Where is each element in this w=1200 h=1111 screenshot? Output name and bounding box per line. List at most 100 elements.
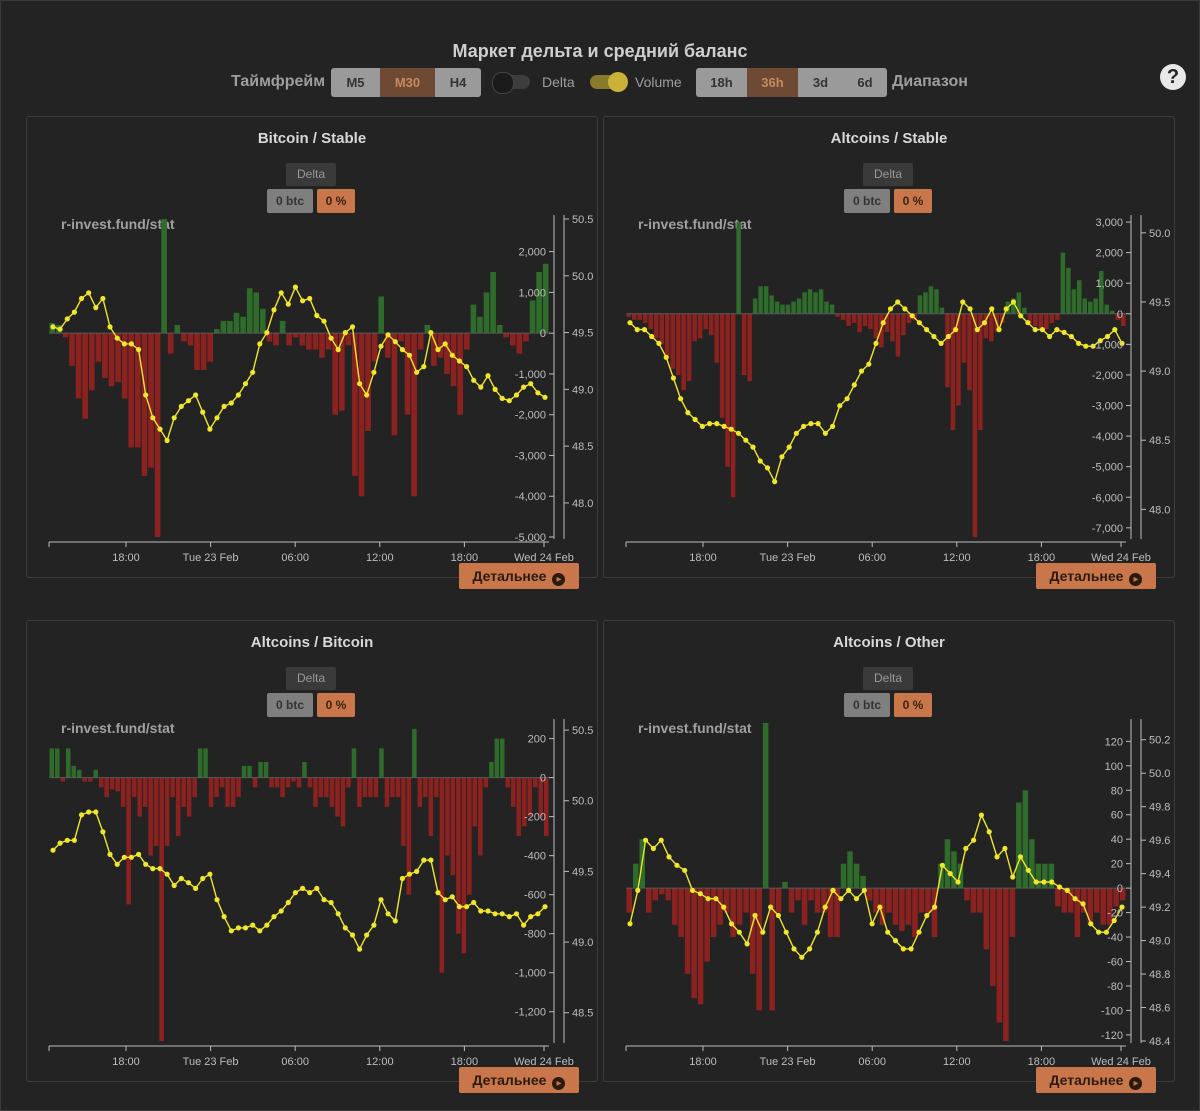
question-circle-icon[interactable]: ? [1160, 64, 1186, 90]
balance-point [744, 941, 750, 947]
balance-point [107, 851, 113, 857]
bar [260, 308, 266, 334]
details-button[interactable]: Детальнее ▸ [1036, 1067, 1156, 1093]
bar [280, 777, 285, 798]
delta-tag[interactable]: Delta [863, 667, 913, 690]
balance-point [939, 862, 945, 868]
bar [983, 888, 990, 950]
balance-point [760, 929, 766, 935]
bar [646, 888, 652, 913]
toggle-knob [492, 72, 514, 94]
balance-point [71, 309, 77, 315]
balance-point [938, 340, 944, 346]
bar [796, 298, 802, 314]
balance-point [78, 295, 85, 302]
chart-title: Altcoins / Stable [830, 130, 948, 147]
balance-point [371, 922, 377, 928]
bar [762, 723, 769, 889]
bar [912, 888, 918, 937]
bar [200, 333, 207, 370]
balance-point [627, 320, 633, 326]
range-option-18h[interactable]: 18h [696, 68, 747, 97]
bar-axis-label: 0 [540, 328, 546, 340]
bar [368, 777, 373, 798]
bar [1082, 298, 1087, 314]
balance-point [1111, 917, 1117, 924]
balance-point [200, 875, 206, 882]
bar [1035, 863, 1042, 889]
bar [428, 777, 434, 837]
balance-point [932, 904, 938, 910]
balance-point [892, 938, 899, 944]
balance-point [506, 914, 512, 920]
bar [274, 777, 280, 788]
chart-title: Bitcoin / Stable [257, 130, 367, 147]
range-option-3d[interactable]: 3d [798, 68, 843, 97]
balance-point [214, 415, 220, 421]
x-tick-label: 06:00 [281, 552, 309, 564]
x-tick-label: 06:00 [858, 552, 886, 564]
bar-axis-label: -4,000 [1092, 431, 1123, 443]
timeframe-option-h4[interactable]: H4 [435, 68, 481, 97]
delta-toggle[interactable] [492, 72, 530, 94]
details-button[interactable]: Детальнее ▸ [459, 1067, 579, 1093]
bar [752, 298, 758, 314]
bar [1093, 298, 1098, 314]
balance-point [307, 295, 313, 302]
bar [104, 777, 109, 798]
balance-point [271, 307, 277, 313]
bar [523, 333, 529, 342]
balance-point [1104, 333, 1111, 340]
details-button[interactable]: Детальнее ▸ [459, 563, 579, 589]
balance-point [228, 928, 234, 934]
bar [437, 333, 444, 358]
bar [1099, 271, 1104, 314]
balance-point [57, 326, 63, 332]
bar [703, 313, 708, 330]
bar-axis-label: 120 [1105, 736, 1123, 748]
bar [643, 313, 648, 323]
bar [670, 313, 675, 369]
bar [1120, 888, 1126, 901]
value-btc-badge: 0 btc [267, 693, 313, 717]
bar-axis-label: -2,000 [1092, 370, 1123, 382]
bar [175, 777, 181, 837]
balance-point [1003, 306, 1009, 312]
bar [120, 777, 126, 807]
bar [862, 313, 868, 326]
balance-point [772, 479, 778, 485]
timeframe-option-m30[interactable]: M30 [380, 68, 435, 97]
delta-tag[interactable]: Delta [286, 163, 336, 186]
details-button[interactable]: Детальнее ▸ [1036, 563, 1156, 589]
balance-point [478, 384, 484, 390]
bar [398, 333, 404, 342]
delta-tag[interactable]: Delta [863, 163, 913, 186]
x-tick-label: Wed 24 Feb [1091, 552, 1151, 564]
bar [801, 888, 808, 925]
bar [544, 777, 549, 837]
bar [807, 289, 813, 314]
bar [791, 301, 796, 314]
balance-point [364, 932, 370, 938]
timeframe-option-m5[interactable]: M5 [331, 68, 380, 97]
range-option-36h[interactable]: 36h [747, 68, 798, 97]
bar [950, 313, 956, 430]
bar [945, 313, 950, 388]
delta-tag[interactable]: Delta [286, 667, 336, 690]
bar [782, 882, 788, 889]
bar [725, 313, 730, 467]
balance-point [528, 381, 534, 387]
balance-point [150, 415, 156, 421]
range-option-6d[interactable]: 6d [843, 68, 887, 97]
bar [424, 325, 431, 334]
bar [60, 777, 65, 782]
chart-panel-altcoins-other: Altcoins / Other Delta 0 btc 0 % r-inves… [603, 620, 1175, 1093]
bar [795, 888, 801, 901]
bar-axis-label: 40 [1111, 834, 1123, 846]
bar [412, 728, 417, 778]
bar [384, 777, 390, 807]
balance-point [314, 885, 320, 891]
balance-point [221, 914, 227, 920]
balance-point [178, 875, 184, 882]
volume-toggle[interactable] [590, 72, 628, 92]
